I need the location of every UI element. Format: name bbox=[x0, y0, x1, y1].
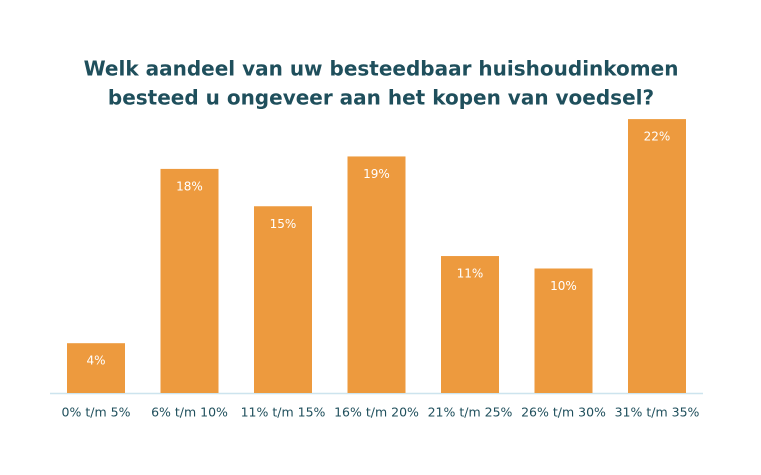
bar bbox=[628, 119, 686, 393]
x-tick-label: 21% t/m 25% bbox=[428, 405, 513, 420]
x-tick-label: 16% t/m 20% bbox=[334, 405, 419, 420]
x-tick-label: 26% t/m 30% bbox=[521, 405, 606, 420]
value-label: 10% bbox=[550, 279, 577, 293]
bar bbox=[534, 268, 593, 393]
x-tick-label: 11% t/m 15% bbox=[241, 405, 326, 420]
bar bbox=[441, 256, 499, 393]
chart-title: Welk aandeel van uw besteedbaar huishoud… bbox=[84, 57, 679, 81]
value-label: 15% bbox=[270, 217, 297, 231]
x-tick-label: 0% t/m 5% bbox=[62, 405, 131, 420]
x-tick-label: 31% t/m 35% bbox=[615, 405, 700, 420]
bar bbox=[160, 168, 219, 393]
bar bbox=[347, 156, 406, 393]
chart-title: besteed u ongeveer aan het kopen van voe… bbox=[108, 86, 654, 110]
value-label: 19% bbox=[363, 167, 390, 181]
value-label: 22% bbox=[644, 130, 671, 144]
x-tick-label: 6% t/m 10% bbox=[151, 405, 228, 420]
value-label: 18% bbox=[176, 179, 203, 193]
bar bbox=[254, 206, 312, 393]
bar bbox=[67, 343, 125, 393]
value-label: 4% bbox=[86, 354, 105, 368]
value-label: 11% bbox=[457, 267, 484, 281]
